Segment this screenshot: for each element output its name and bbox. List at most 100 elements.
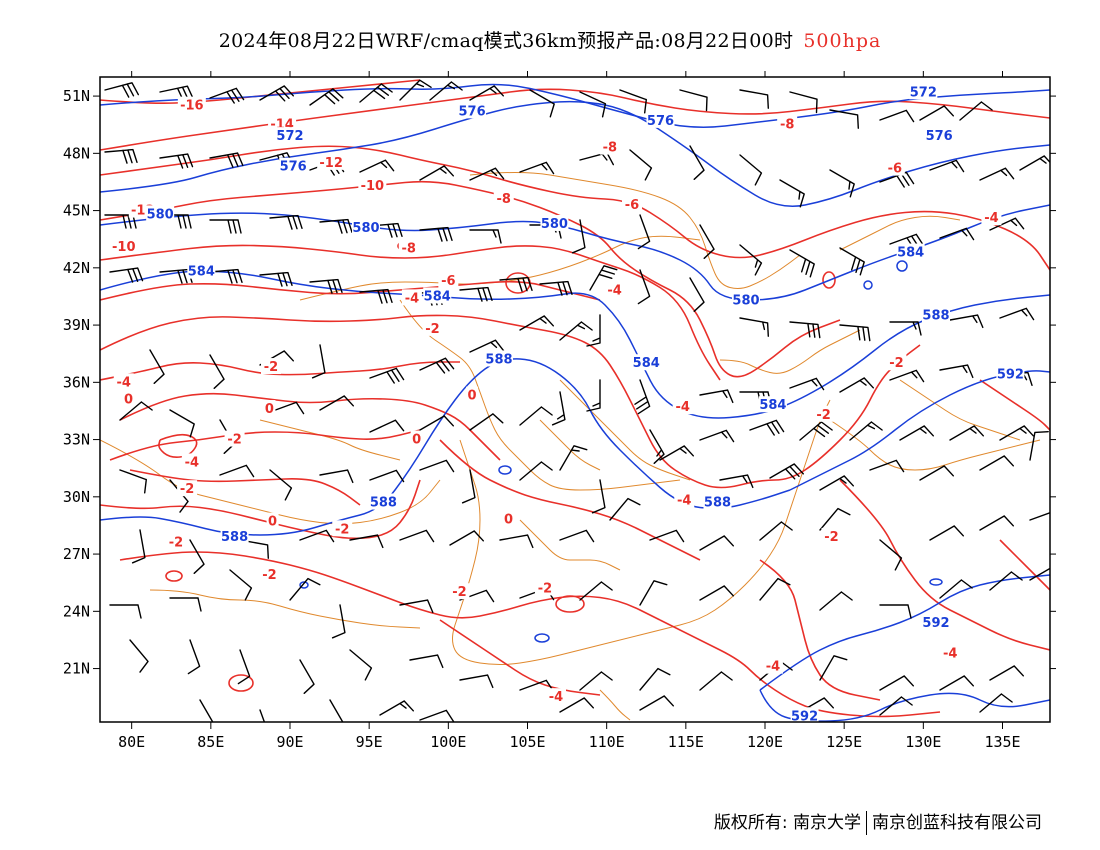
contour-label-bg	[369, 493, 398, 510]
temperature-contour-label: -8	[402, 242, 416, 257]
height-contour-label: 576	[280, 160, 307, 175]
wind-barb	[499, 276, 533, 292]
lon-tick-label: 110E	[589, 733, 625, 751]
temperature-contour-line	[109, 429, 421, 461]
wind-barb	[879, 539, 903, 571]
wind-barb	[639, 695, 674, 711]
wind-barb	[579, 671, 613, 691]
contour-label-bg	[493, 190, 514, 207]
wind-barb	[469, 413, 504, 431]
wind-barb	[819, 655, 848, 681]
wind-barb	[259, 271, 293, 287]
height-contour-label: 592	[922, 616, 949, 631]
temperature-contour-label: 0	[504, 513, 513, 528]
wind-barb	[519, 315, 554, 331]
contour-label-bg	[485, 350, 513, 367]
wind-barb	[209, 268, 243, 284]
temperature-contour-label: -2	[264, 360, 278, 375]
wind-barb	[229, 569, 253, 601]
temperature-contour-label: -8	[603, 141, 617, 156]
height-contour-line	[759, 574, 1050, 691]
contour-label-bg	[449, 583, 470, 600]
height-contour-label: 580	[732, 293, 759, 308]
wind-barb	[119, 469, 147, 494]
wind-barb	[1029, 431, 1049, 461]
contour-label-bg	[261, 358, 281, 375]
wind-barb	[649, 429, 665, 464]
wind-barb	[519, 161, 555, 175]
contour-label-bg	[896, 243, 925, 260]
wind-barb	[637, 214, 651, 250]
wind-barb	[589, 265, 618, 291]
wind-barb	[609, 497, 641, 521]
contour-label-bg	[276, 127, 304, 144]
wind-barb	[469, 339, 505, 353]
wind-barb	[259, 85, 294, 102]
contour-label-bg	[981, 209, 1002, 226]
axis-ticks	[93, 71, 1056, 729]
contour-label-bg	[540, 214, 569, 231]
temperature-contour-label: -2	[169, 536, 183, 551]
wind-barb	[209, 219, 242, 234]
lon-tick-label: 100E	[430, 733, 466, 751]
boundary-line	[259, 419, 401, 461]
wind-barb	[539, 280, 573, 296]
contour-labels: -16-14-12-10-12-10 -8-8-8-8-6-6-6-4-4-4-4…	[109, 83, 1025, 724]
lat-tick-label: 21N	[63, 660, 90, 678]
wind-barb	[1019, 155, 1050, 171]
wind-barb	[289, 577, 321, 601]
height-contour-label: 588	[370, 496, 397, 511]
temperature-contour-label: 0	[268, 515, 277, 530]
temperature-contour-line	[100, 314, 921, 489]
boundary-line	[839, 215, 961, 251]
wind-barb	[399, 79, 432, 101]
temperature-contour-label: -4	[677, 494, 691, 509]
map-title: 2024年08月22日WRF/cmaq模式36km预报产品:08月22日00时 5…	[0, 26, 1100, 53]
lon-tick-label: 130E	[905, 733, 941, 751]
wind-barb	[459, 286, 493, 302]
wind-barb	[459, 674, 494, 689]
wind-barb	[419, 165, 454, 181]
height-contour-line	[789, 370, 1050, 491]
boundary-line	[719, 329, 861, 374]
contour-label-bg	[438, 272, 459, 289]
wind-barb	[349, 649, 373, 681]
contour-label-bg	[177, 480, 198, 497]
temperature-contour-label: -4	[117, 375, 131, 390]
temperature-contour-line	[839, 479, 1050, 651]
height-contour-line	[100, 270, 1050, 419]
temperature-contour-label: -2	[824, 530, 838, 545]
lon-tick-label: 125E	[826, 733, 862, 751]
copyright-footer: 版权所有: 南京大学 南京创蓝科技有限公司	[714, 808, 1042, 835]
wind-barb	[169, 597, 202, 612]
wind-barb	[189, 539, 205, 574]
wind-barb	[449, 530, 484, 546]
wind-barb	[789, 91, 818, 114]
height-contour-label: 588	[704, 496, 731, 511]
wind-barb	[369, 367, 405, 384]
contour-label-bg	[401, 289, 422, 306]
contour-label-bg	[672, 398, 693, 415]
height-contour-label: 580	[541, 217, 568, 232]
wind-barb	[879, 675, 914, 691]
wind-barb	[629, 149, 653, 181]
contour-label-bg	[122, 390, 135, 407]
wind-barb	[199, 699, 214, 722]
height-contour-cell	[896, 260, 908, 272]
temperature-contour-label: -2	[180, 482, 194, 497]
wind-barb	[319, 469, 354, 484]
wind-barb	[819, 475, 854, 491]
temperature-contour-label: -2	[889, 356, 903, 371]
contour-label-bg	[177, 96, 206, 113]
boundary-line	[452, 399, 831, 665]
temperature-contour-line	[100, 180, 841, 378]
lon-tick-label: 115E	[668, 733, 704, 751]
wind-barb	[551, 391, 566, 426]
wind-barb	[329, 699, 344, 722]
wind-barb	[979, 693, 1013, 713]
wind-barb	[929, 525, 964, 541]
wind-barb	[839, 377, 874, 393]
contour-label-bg	[922, 306, 950, 323]
contour-label-bg	[996, 365, 1025, 382]
wind-barb	[699, 671, 733, 691]
